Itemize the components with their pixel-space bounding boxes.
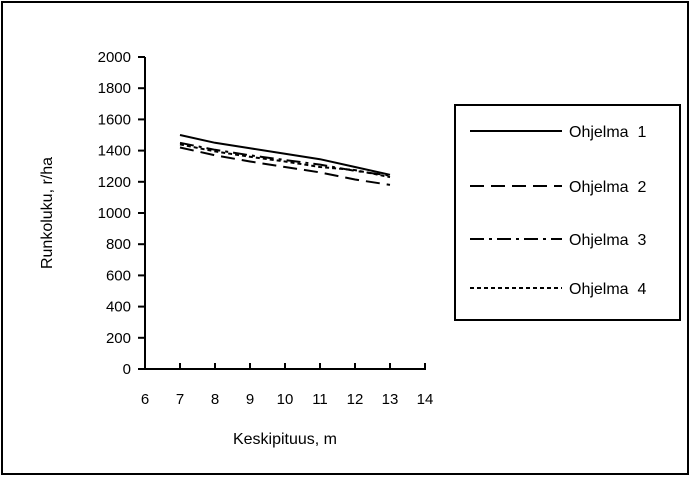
y-tick-label: 1000 bbox=[98, 205, 131, 222]
y-axis-title: Runkoluku, r/ha bbox=[39, 157, 56, 269]
y-tick-label: 1600 bbox=[98, 111, 131, 128]
series-line-1 bbox=[179, 134, 391, 176]
x-tick-label: 11 bbox=[312, 391, 328, 408]
legend-label-4: Ohjelma 4 bbox=[569, 281, 646, 298]
y-tick-label: 200 bbox=[106, 330, 131, 347]
x-tick-label: 8 bbox=[211, 391, 219, 408]
series-lines bbox=[179, 134, 391, 186]
x-tick-label: 9 bbox=[246, 391, 254, 408]
x-tick-label: 10 bbox=[277, 391, 294, 408]
x-tick-label: 14 bbox=[417, 391, 434, 408]
y-ticks: 0 200 400 600 800 1000 1200 1400 1600 1800 2000 bbox=[98, 49, 145, 378]
series-line-3 bbox=[179, 141, 391, 177]
series-line-2 bbox=[179, 146, 391, 186]
series-line-4 bbox=[179, 143, 391, 179]
y-tick-label: 400 bbox=[106, 299, 131, 316]
legend-label-3: Ohjelma 3 bbox=[569, 232, 646, 249]
y-tick-label: 0 bbox=[123, 361, 131, 378]
x-tick-label: 6 bbox=[141, 391, 149, 408]
y-tick-label: 800 bbox=[106, 236, 131, 253]
legend-label-1: Ohjelma 1 bbox=[569, 124, 646, 141]
legend-box bbox=[454, 104, 681, 321]
y-tick-label: 1200 bbox=[98, 174, 131, 191]
x-tick-label: 7 bbox=[176, 391, 184, 408]
x-tick-label: 13 bbox=[382, 391, 399, 408]
y-tick-label: 600 bbox=[106, 267, 131, 284]
legend: Ohjelma 1 Ohjelma 2 Ohjelma 3 Ohjelma 4 bbox=[454, 104, 681, 321]
legend-label-2: Ohjelma 2 bbox=[569, 179, 646, 196]
x-ticks: 6 7 8 9 10 11 12 13 14 bbox=[141, 363, 434, 408]
x-tick-label: 12 bbox=[347, 391, 364, 408]
y-tick-label: 2000 bbox=[98, 49, 131, 66]
y-tick-label: 1400 bbox=[98, 143, 131, 160]
y-tick-label: 1800 bbox=[98, 80, 131, 97]
x-axis-title: Keskipituus, m bbox=[233, 431, 337, 448]
